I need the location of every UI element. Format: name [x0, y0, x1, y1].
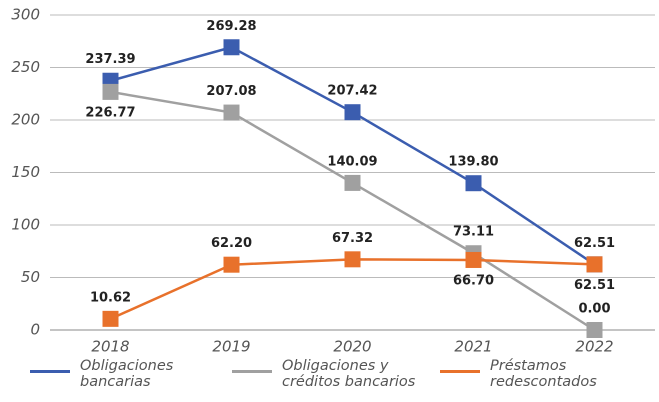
legend-swatch: [232, 370, 272, 373]
y-tick-label: 150: [11, 163, 40, 181]
marker: [465, 175, 482, 192]
x-tick-label: 2020: [333, 338, 371, 356]
data-label: 73.11: [453, 225, 494, 240]
y-tick-label: 200: [11, 111, 40, 129]
legend-label: Obligaciones y créditos bancarios: [282, 358, 416, 390]
data-label: 10.62: [90, 290, 131, 305]
marker: [223, 256, 240, 273]
data-label: 139.80: [448, 155, 498, 170]
data-label: 67.32: [332, 231, 373, 246]
y-tick-label: 100: [11, 216, 40, 234]
marker: [344, 174, 361, 191]
marker: [223, 104, 240, 121]
marker: [344, 104, 361, 121]
x-tick-label: 2021: [454, 338, 492, 356]
data-label: 62.20: [211, 236, 252, 251]
data-label: 62.51: [574, 278, 615, 293]
marker: [586, 322, 603, 338]
data-label: 237.39: [85, 52, 135, 67]
legend-label: Préstamos redescontados: [490, 358, 597, 390]
data-label: 207.08: [206, 84, 256, 99]
marker: [344, 251, 361, 268]
x-tick-label: 2019: [212, 338, 250, 356]
data-label: 66.70: [453, 273, 494, 288]
y-tick-label: 300: [11, 6, 40, 24]
data-label: 62.51: [574, 236, 615, 251]
data-label: 226.77: [85, 105, 135, 120]
series-line: [110, 90, 596, 332]
marker: [102, 310, 119, 327]
data-label: 269.28: [206, 19, 256, 34]
data-label: 207.42: [327, 84, 377, 99]
legend-swatch: [30, 370, 70, 373]
marker: [586, 256, 603, 273]
x-tick-label: 2018: [91, 338, 129, 356]
x-tick-label: 2022: [575, 338, 613, 356]
marker: [465, 251, 482, 268]
marker: [102, 83, 119, 100]
legend-label: Obligaciones bancarias: [80, 358, 174, 390]
y-tick-label: 0: [30, 321, 40, 339]
legend-swatch: [440, 370, 480, 373]
data-label: 140.09: [327, 154, 377, 169]
marker: [223, 39, 240, 56]
series-line: [109, 258, 595, 320]
y-tick-label: 250: [11, 58, 40, 76]
data-label: 0.00: [578, 302, 610, 317]
y-tick-label: 50: [21, 268, 40, 286]
